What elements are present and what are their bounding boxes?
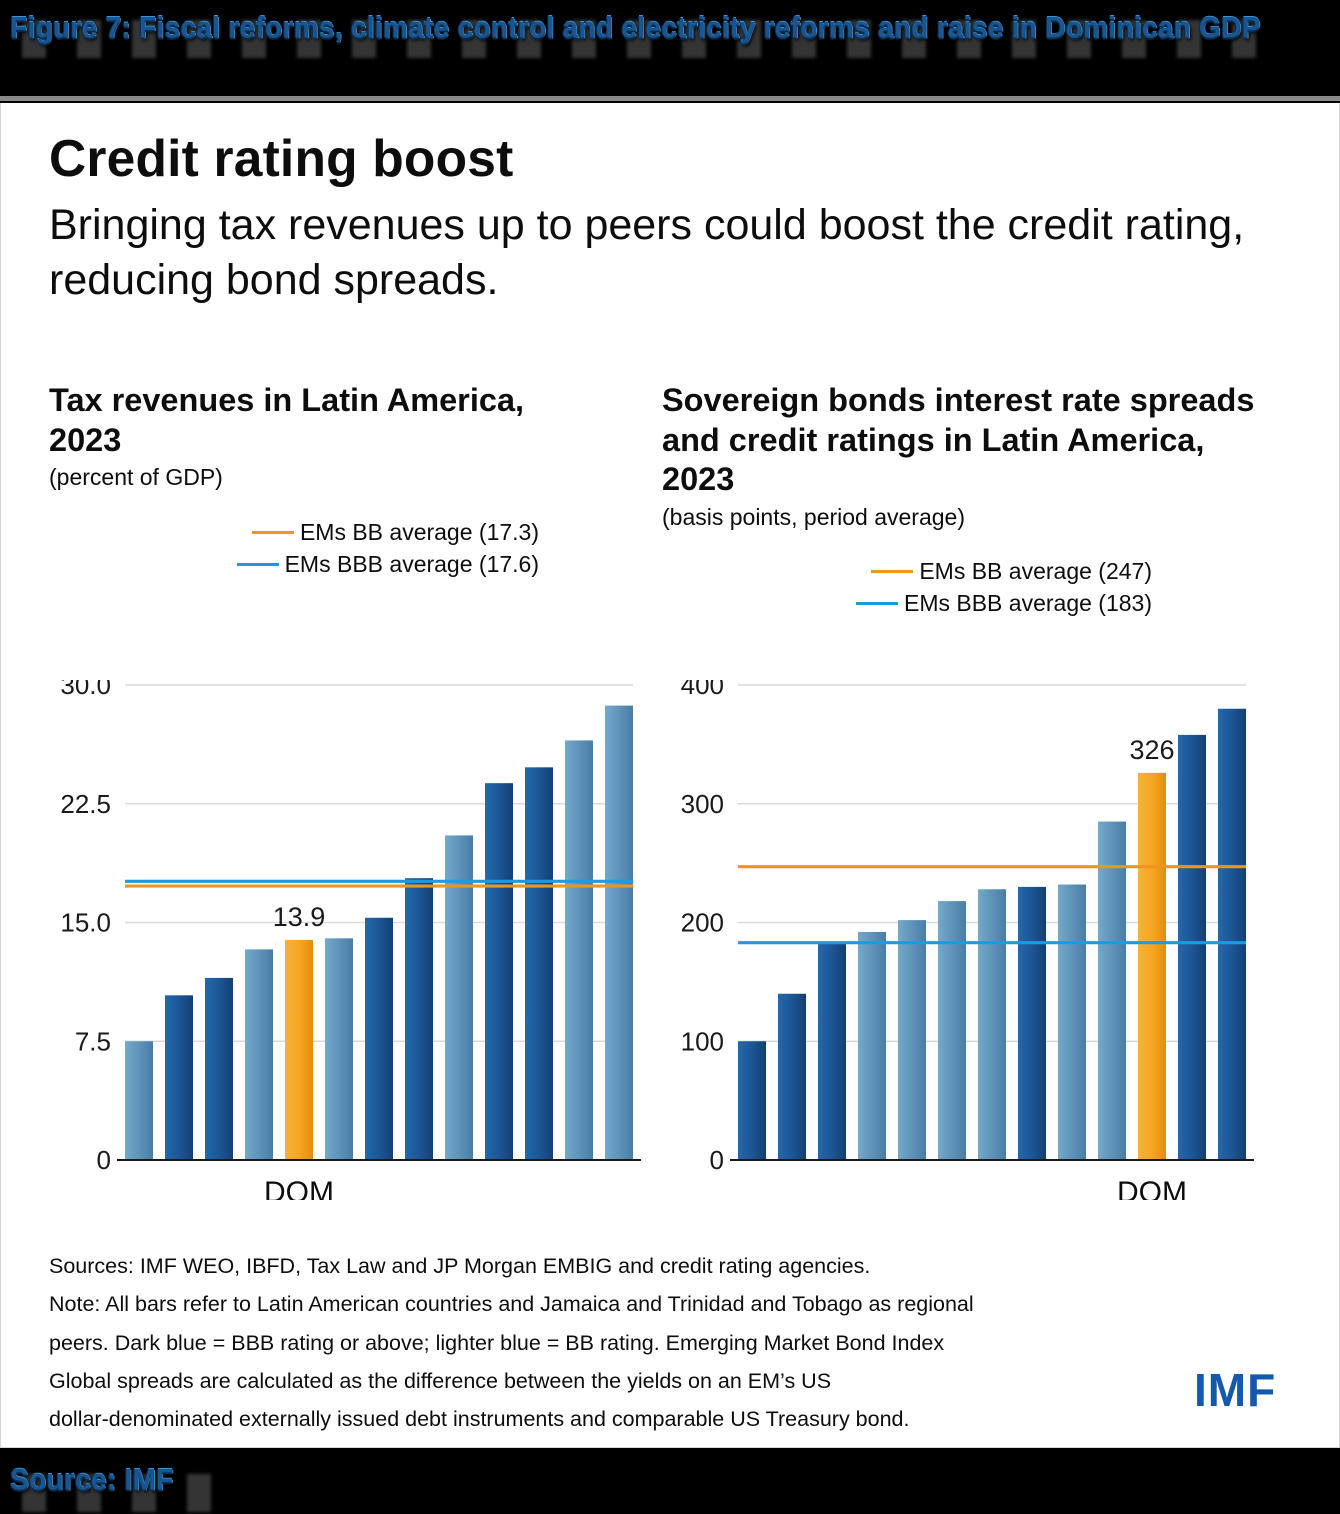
- svg-text:0: 0: [97, 1145, 111, 1175]
- svg-text:13.9: 13.9: [273, 902, 326, 932]
- svg-text:300: 300: [681, 789, 724, 819]
- svg-text:DOM: DOM: [1117, 1176, 1187, 1200]
- svg-text:15.0: 15.0: [60, 908, 111, 938]
- svg-text:22.5: 22.5: [60, 789, 111, 819]
- svg-text:200: 200: [681, 908, 724, 938]
- svg-text:30.0: 30.0: [60, 680, 111, 700]
- svg-text:7.5: 7.5: [75, 1026, 111, 1056]
- svg-text:400: 400: [681, 680, 724, 700]
- svg-text:326: 326: [1129, 735, 1174, 765]
- svg-text:100: 100: [681, 1026, 724, 1056]
- svg-text:DOM: DOM: [264, 1176, 334, 1200]
- svg-text:0: 0: [710, 1145, 724, 1175]
